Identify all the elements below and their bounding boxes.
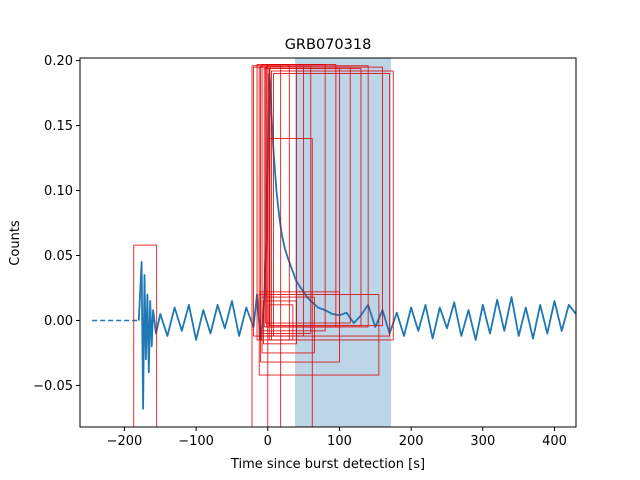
detection-box-17 [261,296,315,354]
y-axis-ticks: −0.05 0.00 0.05 0.10 0.15 0.20 [33,54,80,394]
x-tick-label: 0 [264,434,272,449]
plot-inner [92,58,576,427]
x-tick-label: 400 [542,434,567,449]
series-line-0 [137,72,576,410]
y-tick-label: 0.00 [44,314,73,329]
shaded-interval [295,58,392,427]
x-tick-label: −200 [107,434,143,449]
x-tick-label: 300 [470,434,495,449]
detection-box-19 [268,304,294,341]
x-axis-label: Time since burst detection [s] [230,457,425,472]
y-tick-label: 0.15 [44,119,73,134]
plot-area [92,58,576,427]
detection-box-0 [133,244,158,427]
y-tick-label: −0.05 [33,379,73,394]
y-tick-label: 0.05 [44,249,73,264]
x-tick-label: −100 [178,434,214,449]
detection-box-14 [273,73,391,337]
y-tick-label: 0.10 [44,184,73,199]
detection-box-18 [263,300,297,345]
y-axis-label: Counts [8,220,23,266]
x-tick-label: 100 [327,434,352,449]
y-tick-label: 0.20 [44,54,73,69]
detection-box-20 [267,138,313,427]
axes-frame [79,57,577,428]
detection-box-13 [270,70,394,341]
x-tick-label: 200 [399,434,424,449]
detection-box-15 [258,294,380,376]
chart-title: GRB070318 [285,37,372,53]
detection-box-16 [260,291,340,363]
x-axis-ticks: −200 −100 0 100 200 300 400 [107,427,567,449]
detection-box-12 [269,66,383,327]
